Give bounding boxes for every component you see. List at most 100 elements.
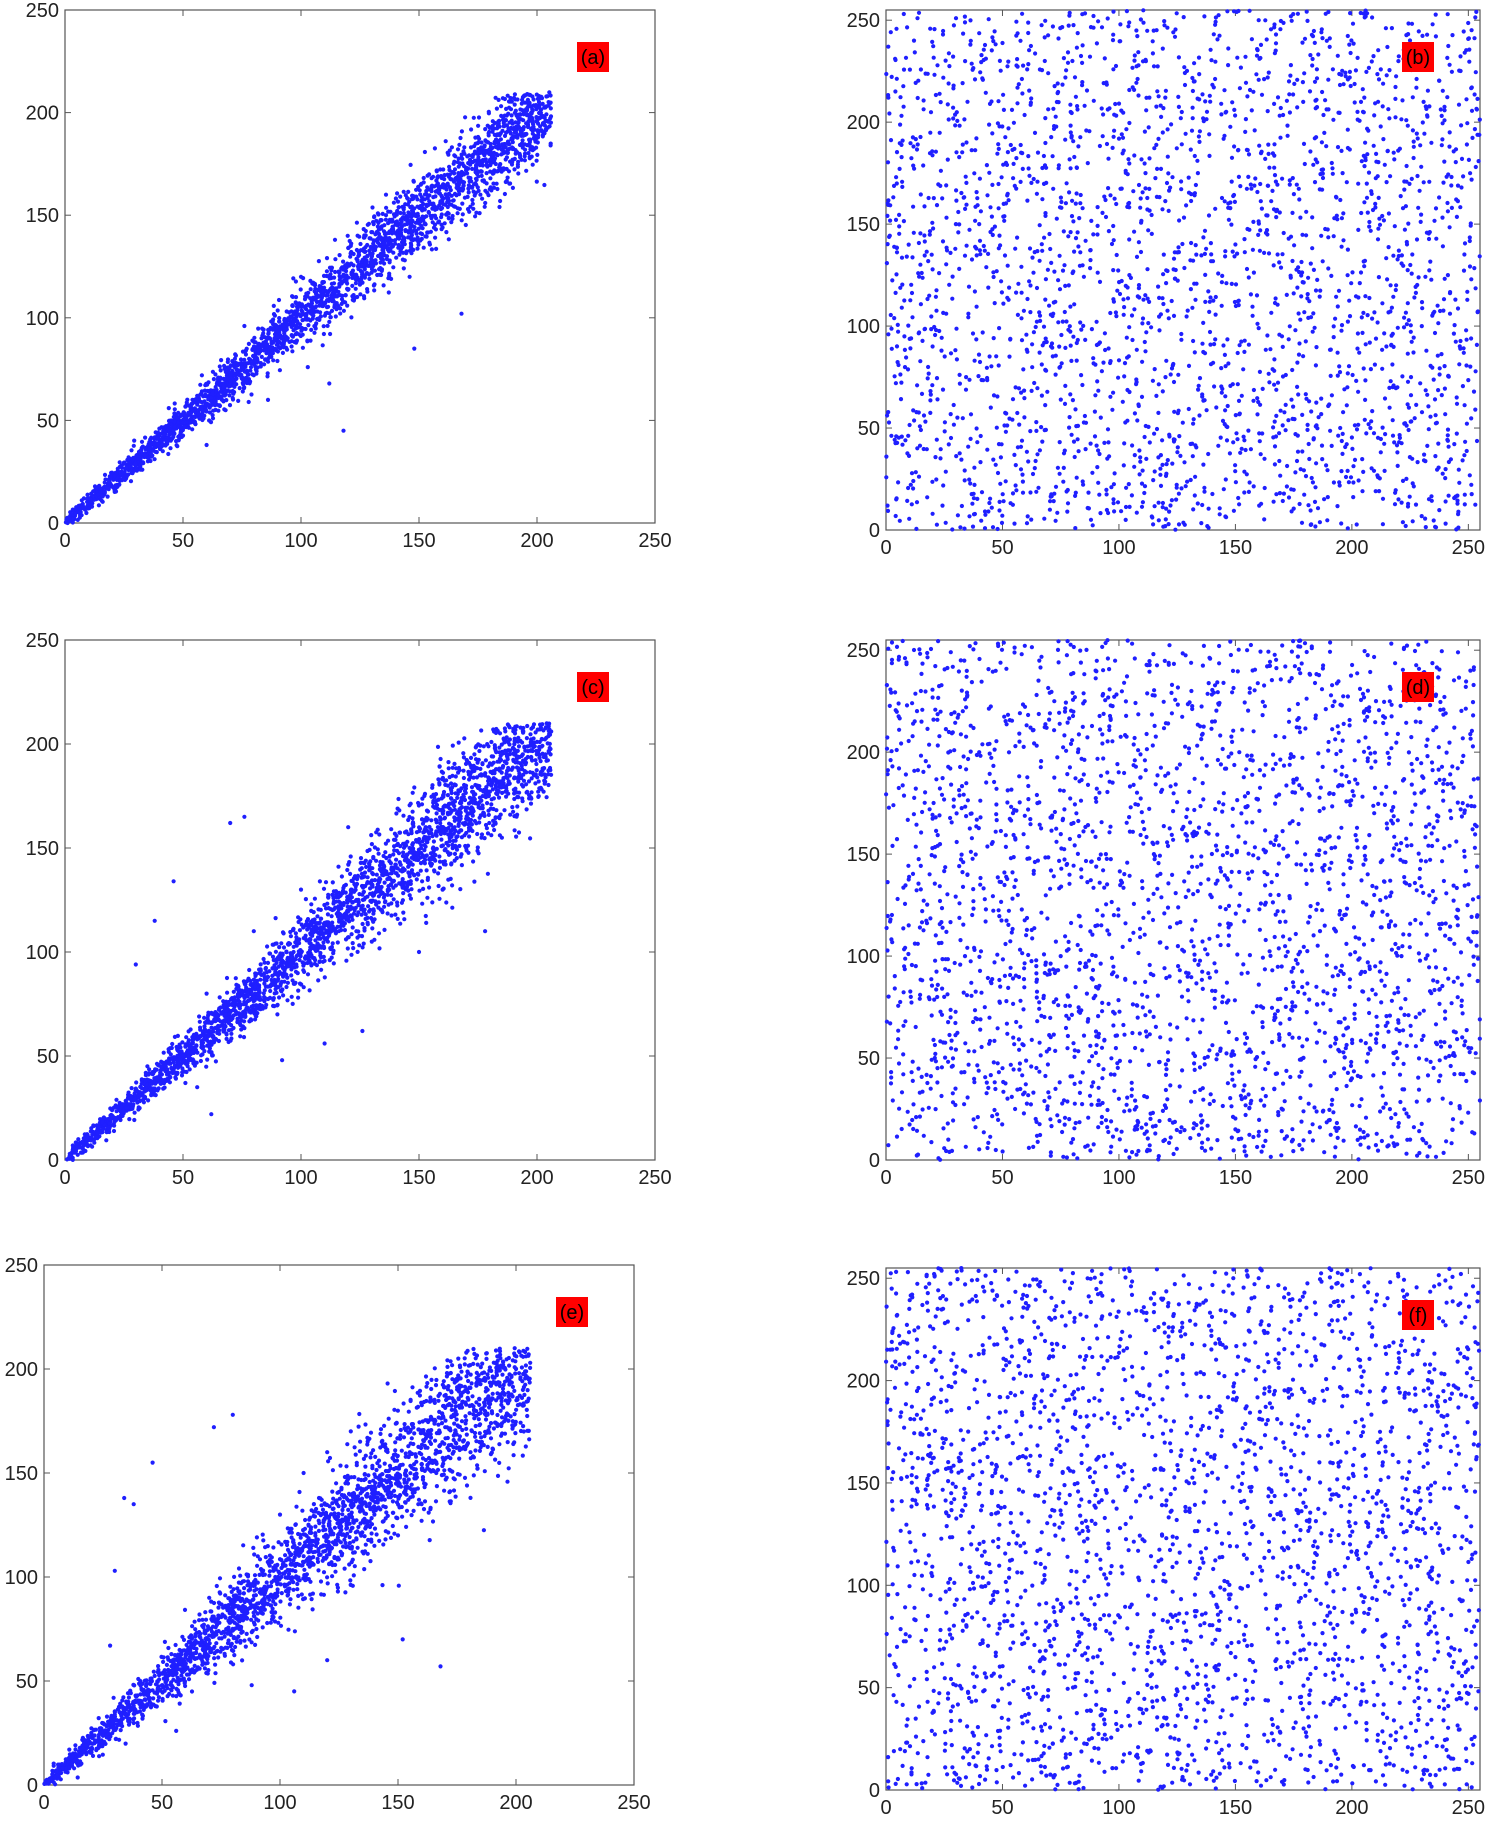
data-point <box>1370 409 1375 414</box>
data-point <box>1356 227 1361 232</box>
data-point <box>1121 463 1126 468</box>
data-point <box>206 389 211 394</box>
data-point <box>1357 350 1362 355</box>
data-point <box>1072 249 1077 254</box>
data-point <box>126 455 131 460</box>
data-point <box>426 210 431 215</box>
data-point <box>305 365 310 370</box>
data-point <box>370 230 375 235</box>
data-point <box>1319 233 1324 238</box>
data-point <box>1347 69 1352 74</box>
data-point <box>901 219 907 224</box>
data-point <box>1032 130 1038 135</box>
data-point <box>1272 165 1277 170</box>
data-point <box>1404 163 1409 169</box>
data-point <box>1361 310 1366 315</box>
data-point <box>991 39 996 44</box>
data-point <box>906 453 912 458</box>
data-point <box>1308 522 1313 528</box>
data-point <box>1299 520 1305 525</box>
data-point <box>1416 275 1421 280</box>
data-point <box>474 177 479 182</box>
data-point <box>1339 216 1344 221</box>
data-point <box>1338 197 1343 203</box>
data-point <box>1259 92 1265 97</box>
data-point <box>1293 328 1298 333</box>
data-point <box>88 497 93 502</box>
data-point <box>1398 194 1403 199</box>
data-point <box>997 499 1002 504</box>
data-point <box>1092 434 1098 439</box>
data-point <box>1309 32 1314 38</box>
data-point <box>1026 154 1031 159</box>
data-point <box>1119 509 1124 514</box>
data-point <box>1105 16 1110 21</box>
data-point <box>354 220 359 225</box>
data-point <box>160 449 165 454</box>
data-point <box>921 107 926 112</box>
data-point <box>1474 9 1479 14</box>
data-point <box>423 234 428 239</box>
data-point <box>449 145 454 150</box>
data-point <box>1169 298 1174 304</box>
data-point <box>1140 321 1145 326</box>
data-point <box>942 420 948 425</box>
data-point <box>1422 452 1427 457</box>
data-point <box>1005 150 1011 155</box>
data-point <box>1431 377 1436 382</box>
data-point <box>979 518 984 523</box>
data-point <box>1406 31 1411 37</box>
data-point <box>547 124 552 129</box>
data-point <box>894 250 900 255</box>
data-point <box>889 346 894 351</box>
data-point <box>1111 9 1116 14</box>
data-point <box>1409 176 1414 181</box>
data-point <box>1440 244 1445 249</box>
data-point <box>994 269 999 274</box>
data-point <box>469 127 474 132</box>
x-tick-label: 200 <box>1335 537 1368 559</box>
data-point <box>445 204 450 210</box>
data-point <box>86 502 91 507</box>
data-point <box>1093 393 1098 398</box>
data-point <box>397 236 402 241</box>
data-point <box>1181 520 1186 525</box>
data-point <box>1242 237 1247 242</box>
data-point <box>1161 301 1166 307</box>
data-point <box>1161 252 1166 257</box>
data-point <box>1437 366 1442 371</box>
data-point <box>191 420 196 425</box>
data-point <box>1220 418 1226 423</box>
data-point <box>990 232 995 238</box>
data-point <box>1252 128 1257 133</box>
data-point <box>401 266 406 271</box>
data-point <box>164 438 169 443</box>
data-point <box>1356 478 1361 483</box>
data-point <box>1171 379 1177 385</box>
data-point <box>395 191 400 196</box>
data-point <box>1013 385 1018 390</box>
data-point <box>406 230 411 235</box>
data-point <box>403 202 408 207</box>
data-point <box>442 177 447 182</box>
data-point <box>1301 141 1307 146</box>
data-point <box>1274 215 1279 220</box>
data-point <box>1312 79 1318 84</box>
data-point <box>96 503 101 508</box>
data-point <box>1438 107 1443 112</box>
data-point <box>1034 489 1039 494</box>
data-point <box>963 206 968 211</box>
data-point <box>909 156 914 161</box>
data-point <box>1443 476 1448 481</box>
data-point <box>472 149 478 154</box>
data-point <box>1047 231 1052 237</box>
data-point <box>1455 199 1460 204</box>
data-point <box>1091 356 1096 361</box>
data-point <box>1399 500 1404 505</box>
data-point <box>885 201 890 206</box>
data-point <box>1418 381 1423 386</box>
data-point <box>1026 62 1031 67</box>
data-point <box>1246 152 1252 157</box>
data-point <box>1191 421 1196 426</box>
